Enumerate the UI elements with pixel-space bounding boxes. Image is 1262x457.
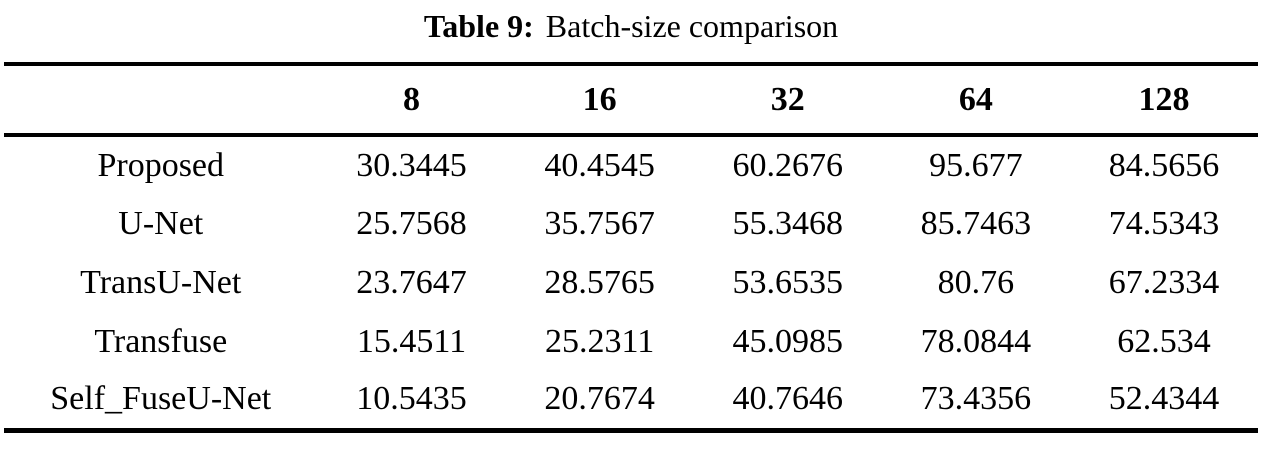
cell-value: 25.7568 (356, 204, 467, 242)
cell-value: 62.534 (1117, 322, 1211, 360)
header-row: 8 16 32 64 128 (4, 64, 1258, 135)
cell-value: 84.5656 (1108, 146, 1220, 184)
column-header-empty (4, 64, 318, 135)
table-row: Proposed 30.3445 40.4545 60.2676 95.677 … (4, 135, 1258, 194)
column-header-64: 64 (958, 80, 993, 118)
cell-value: 55.3468 (732, 204, 843, 242)
cell-value: 53.6535 (732, 263, 843, 301)
cell-value: 23.7647 (356, 263, 467, 301)
batch-size-comparison-table: 8 16 32 64 128 Proposed 30.3445 40.4545 … (4, 62, 1258, 433)
cell-value: 95.677 (929, 146, 1023, 184)
cell-value: 52.4344 (1108, 380, 1220, 418)
row-label: Proposed (97, 146, 225, 184)
cell-value: 10.5435 (356, 380, 467, 418)
cell-value: 35.7567 (544, 204, 655, 242)
cell-value: 28.5765 (544, 263, 655, 301)
cell-value: 45.0985 (732, 322, 843, 360)
cell-value: 67.2334 (1108, 263, 1220, 301)
cell-value: 30.3445 (356, 146, 467, 184)
cell-value: 80.76 (937, 263, 1015, 301)
cell-value: 78.0844 (920, 322, 1032, 360)
cell-value: 73.4356 (920, 380, 1032, 418)
cell-value: 25.2311 (545, 322, 655, 360)
column-header-16: 16 (582, 80, 617, 118)
caption-text: Batch-size comparison (545, 8, 839, 44)
row-label: Self_FuseU-Net (50, 380, 272, 418)
row-label: U-Net (118, 204, 204, 242)
cell-value: 15.4511 (356, 322, 467, 360)
row-label: TransU-Net (80, 263, 242, 301)
row-label: Transfuse (94, 322, 228, 360)
cell-value: 74.5343 (1108, 204, 1220, 242)
cell-value: 60.2676 (732, 146, 843, 184)
table-row: Transfuse 15.4511 25.2311 45.0985 78.084… (4, 312, 1258, 371)
cell-value: 20.7674 (544, 380, 655, 418)
table-row: TransU-Net 23.7647 28.5765 53.6535 80.76… (4, 253, 1258, 312)
column-header-32: 32 (770, 80, 805, 118)
caption-label: Table 9: (423, 8, 534, 44)
table-row: U-Net 25.7568 35.7567 55.3468 85.7463 74… (4, 194, 1258, 253)
cell-value: 40.4545 (544, 146, 655, 184)
table-caption: Table 9: Batch-size comparison (0, 0, 1262, 62)
table-row: Self_FuseU-Net 10.5435 20.7674 40.7646 7… (4, 371, 1258, 430)
cell-value: 40.7646 (732, 380, 843, 418)
cell-value: 85.7463 (920, 204, 1032, 242)
column-header-128: 128 (1138, 80, 1190, 118)
column-header-8: 8 (403, 80, 421, 118)
